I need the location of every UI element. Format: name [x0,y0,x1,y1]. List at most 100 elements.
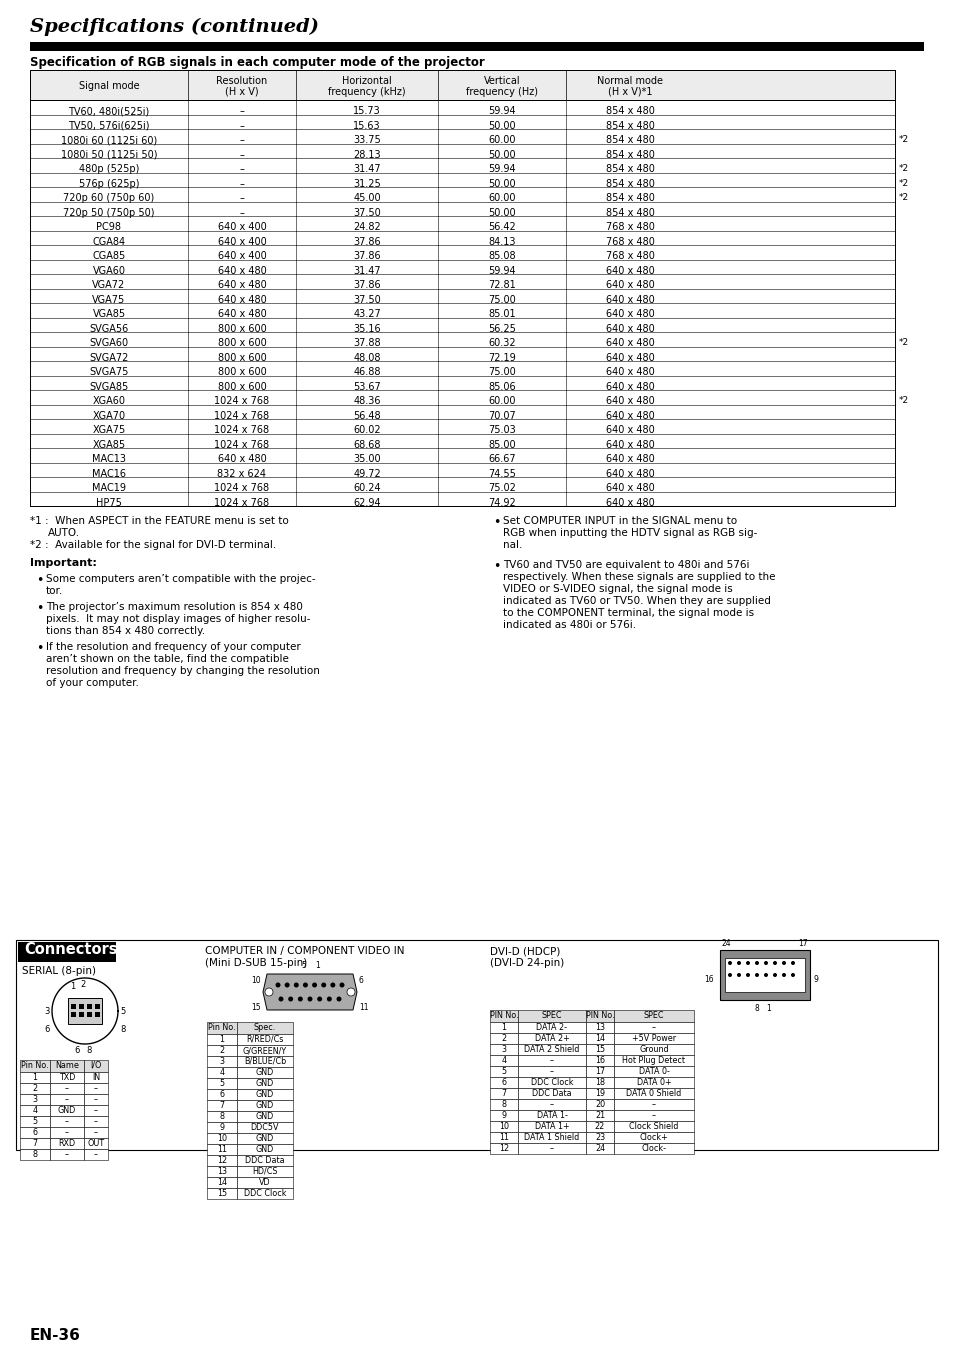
Text: 37.86: 37.86 [353,281,380,290]
Bar [517,1088,585,1099]
Text: PIN No.: PIN No. [585,1011,614,1021]
Text: 24: 24 [721,940,731,948]
Bar [614,1022,693,1033]
Text: 59.94: 59.94 [488,266,516,275]
Text: Ground: Ground [639,1045,668,1054]
Text: SVGA85: SVGA85 [90,382,129,391]
Text: 3: 3 [219,1057,224,1066]
Text: 640 x 400: 640 x 400 [217,236,266,247]
Text: –: – [550,1056,554,1065]
Text: 9: 9 [219,1123,224,1133]
Text: DATA 1 Shield: DATA 1 Shield [524,1133,579,1142]
Text: 1: 1 [219,1035,224,1044]
Text: 12: 12 [216,1156,227,1165]
Bar [490,1143,517,1154]
Bar [517,1120,585,1133]
Text: –: – [94,1084,98,1094]
Bar [207,1100,236,1111]
Text: frequency (kHz): frequency (kHz) [328,86,405,97]
Text: CGA85: CGA85 [92,251,126,262]
Text: DATA 2+: DATA 2+ [534,1034,569,1044]
Text: DVI-D (HDCP): DVI-D (HDCP) [490,946,559,956]
Text: 37.88: 37.88 [353,339,380,348]
Text: 1: 1 [501,1023,506,1031]
Text: –: – [239,165,244,174]
Text: 2: 2 [501,1034,506,1044]
Text: 45.00: 45.00 [353,193,380,204]
Text: 640 x 480: 640 x 480 [605,382,654,391]
Text: 59.94: 59.94 [488,165,516,174]
Text: 640 x 480: 640 x 480 [605,324,654,333]
Text: Hot Plug Detect: Hot Plug Detect [622,1056,685,1065]
Bar [490,1054,517,1067]
Text: Clock Shield: Clock Shield [629,1122,678,1131]
Bar [71,1004,76,1008]
Text: 60.02: 60.02 [353,425,380,435]
Text: (H x V): (H x V) [225,86,258,97]
Text: 19: 19 [595,1089,604,1098]
Text: Spec.: Spec. [253,1023,275,1031]
Text: 46.88: 46.88 [353,367,380,377]
Bar [490,1077,517,1088]
Circle shape [275,983,280,987]
Bar [20,1094,50,1106]
Bar [236,1111,293,1122]
Text: 6: 6 [32,1129,37,1137]
Text: 1: 1 [32,1073,37,1081]
Text: 6: 6 [358,976,363,986]
Text: –: – [239,178,244,189]
Text: 8: 8 [86,1046,91,1054]
Circle shape [763,961,767,965]
Text: DDC5V: DDC5V [251,1123,279,1133]
Bar [236,1079,293,1089]
Text: VGA60: VGA60 [92,266,126,275]
Bar [236,1022,293,1034]
Text: 85.01: 85.01 [488,309,516,319]
Text: SVGA56: SVGA56 [90,324,129,333]
Text: 5: 5 [120,1007,125,1017]
Text: PC98: PC98 [96,223,121,232]
Text: Pin No.: Pin No. [21,1061,49,1071]
Text: 23: 23 [595,1133,604,1142]
Bar [517,1143,585,1154]
Text: VGA75: VGA75 [92,294,126,305]
Bar [84,1116,108,1127]
Text: 640 x 480: 640 x 480 [605,352,654,363]
Text: 75.03: 75.03 [488,425,516,435]
Text: •: • [36,574,43,587]
Circle shape [339,983,344,987]
Bar [50,1094,84,1106]
Bar [207,1133,236,1143]
Bar [490,1066,517,1077]
Text: 85.00: 85.00 [488,440,516,450]
Text: DDC Clock: DDC Clock [530,1079,573,1087]
Bar [84,1127,108,1138]
Bar [236,1188,293,1199]
Text: 3: 3 [45,1007,50,1017]
Circle shape [772,973,776,977]
Bar [614,1110,693,1120]
Text: 8: 8 [754,1004,759,1012]
Text: 24: 24 [595,1143,604,1153]
Circle shape [781,973,785,977]
Bar [614,1133,693,1143]
Circle shape [278,996,283,1002]
Text: IN: IN [91,1073,100,1081]
Bar [585,1133,614,1143]
Text: 4: 4 [501,1056,506,1065]
Text: Specifications (continued): Specifications (continued) [30,18,318,36]
Text: –: – [651,1100,656,1108]
Circle shape [763,973,767,977]
Text: 1024 x 768: 1024 x 768 [214,397,270,406]
Text: 6: 6 [501,1079,506,1087]
Text: 16: 16 [703,975,713,984]
Text: –: – [239,193,244,204]
Bar [585,1044,614,1054]
Text: 768 x 480: 768 x 480 [605,236,654,247]
Text: •: • [493,516,500,529]
Text: 7: 7 [219,1102,224,1110]
Text: 640 x 480: 640 x 480 [605,397,654,406]
Text: 3: 3 [32,1095,37,1104]
Text: 1024 x 768: 1024 x 768 [214,483,270,493]
Text: +5V Power: +5V Power [631,1034,676,1044]
